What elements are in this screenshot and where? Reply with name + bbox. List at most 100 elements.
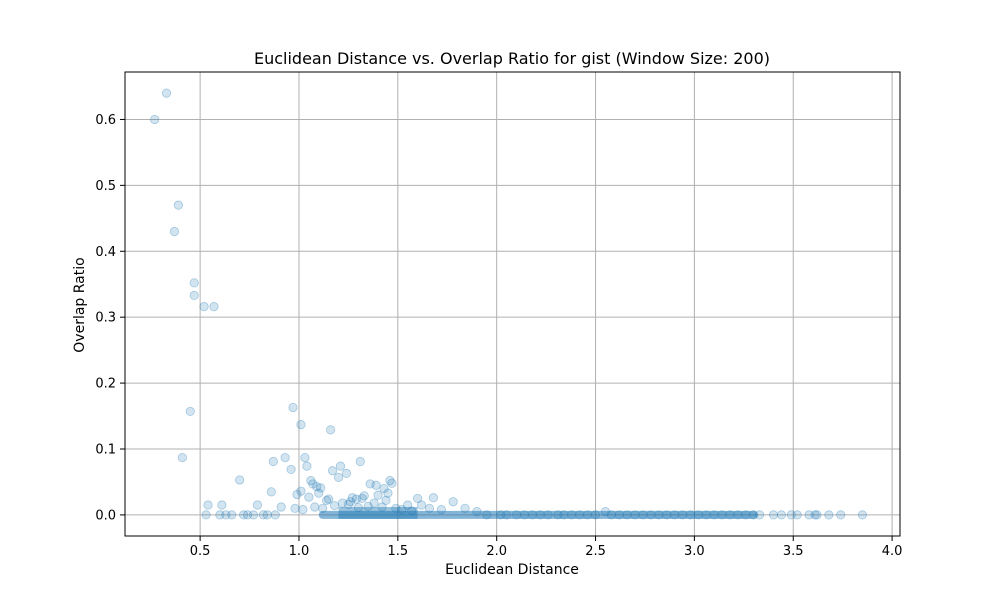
scatter-point [383,488,393,498]
scatter-point [290,503,300,513]
y-tick-label: 0.4 [95,245,116,260]
x-tick-label: 1.5 [387,544,408,559]
scatter-point [266,487,276,497]
scatter-point [221,510,231,520]
x-axis-label: Euclidean Distance [445,562,579,578]
scatter-point [333,472,344,482]
scatter-point [314,488,324,498]
scatter-point [460,503,470,513]
x-tick-label: 3.5 [783,544,804,559]
scatter-point [428,493,439,503]
scatter-point [496,510,506,520]
scatter-point [638,510,648,520]
scatter-point [365,479,375,489]
scatter-point [693,510,703,520]
dense-cluster-band [338,507,418,519]
scatter-point [733,510,743,520]
scatter-point [416,500,427,510]
scatter-point [262,510,272,520]
scatter-point [258,510,268,520]
scatter-point [590,510,601,520]
dense-zero-band [318,510,758,519]
scatter-point [353,503,363,513]
scatter-point [343,499,354,509]
scatter-point [786,510,796,520]
scatter-point [527,510,537,520]
scatter-point [357,493,367,504]
scatter-point [685,510,696,520]
scatter-point [575,510,585,520]
scatter-point [397,505,407,515]
scatter-point [501,510,512,520]
scatter-point [359,491,369,501]
scatter-point [341,468,352,478]
scatter-point [413,493,423,504]
scatter-point [217,500,227,510]
scatter-point [403,500,413,510]
y-tick-label: 0.5 [95,179,116,194]
scatter-point [567,510,577,520]
scatter-point [286,464,296,475]
scatter-point [755,510,765,520]
x-tick-label: 2.5 [585,544,606,559]
scatter-point [337,498,348,508]
scatter-point [355,456,365,467]
scatter-point [857,510,868,520]
scatter-point [345,497,355,507]
scatter-point [379,483,389,494]
scatter-point [709,510,719,520]
scatter-point [535,510,545,520]
scatter-point [482,510,492,520]
scatter-point [363,501,373,511]
scatter-point [177,452,187,463]
scatter-point [670,510,680,520]
scatter-point [300,452,310,463]
scatter-point [701,510,711,520]
x-tick-label: 0.5 [190,544,211,559]
scatter-point [436,505,446,515]
scatter-point [662,510,672,520]
scatter-point [324,494,334,504]
scatter-point [308,479,318,489]
chart-title: Euclidean Distance vs. Overlap Ratio for… [254,49,770,68]
scatter-point [318,503,328,513]
scatter-point [203,500,213,510]
scatter-point [316,483,326,493]
scatter-point [387,478,397,488]
scatter-point [371,480,381,490]
scatter-point [239,510,249,520]
scatter-point [185,406,195,417]
scatter-point [622,510,632,520]
scatter-point [824,510,834,520]
scatter-point [600,507,611,517]
scatter-point [472,507,482,517]
scatter-point [335,461,346,471]
scatter-point [792,510,802,520]
y-tick-label: 0.0 [95,508,116,523]
scatter-point [276,502,286,512]
x-tick-label: 3.0 [684,544,705,559]
scatter-point [322,495,332,506]
y-tick-label: 0.1 [95,443,116,458]
scatter-point [302,461,312,471]
scatter-point [215,510,225,520]
y-tick-label: 0.6 [95,113,116,128]
scatter-point [292,489,302,500]
scatter-point [326,425,336,435]
scatter-point [189,290,199,301]
scatter-point [150,114,160,125]
data-points [150,88,868,520]
scatter-point [169,226,180,237]
scatter-point [630,510,640,520]
scatter-point [717,510,727,520]
scatter-point [741,510,751,520]
scatter-point [646,510,656,520]
scatter-point [312,481,322,492]
scatter-point [369,498,379,508]
scatter-point [836,510,846,520]
scatter-point [448,497,458,507]
scatter-point [583,510,593,520]
axes [120,71,901,541]
